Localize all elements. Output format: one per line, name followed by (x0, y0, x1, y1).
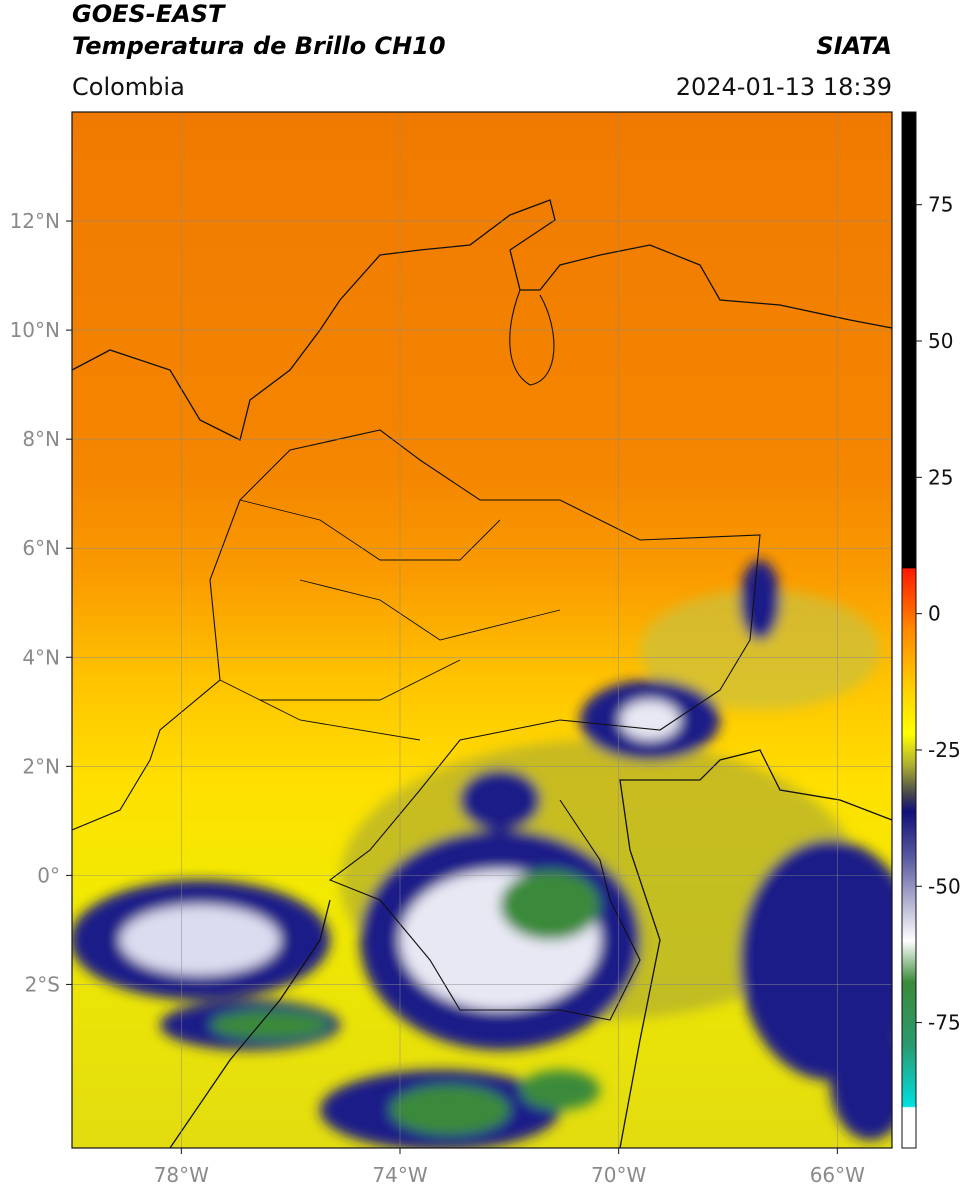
x-tick-label: 74°W (372, 1163, 427, 1187)
colorbar-label: -50 (928, 874, 961, 898)
satellite-image (72, 112, 892, 1148)
region: Colombia (72, 73, 185, 101)
y-tick-label: 2°N (22, 754, 60, 778)
y-tick-label: 2°S (25, 972, 60, 996)
datetime: 2024-01-13 18:39 (676, 73, 892, 101)
x-tick-label: 78°W (154, 1163, 209, 1187)
colorbar-label: 75 (928, 193, 953, 217)
title: GOES-EAST (72, 0, 226, 28)
y-tick-label: 4°N (22, 645, 60, 669)
y-tick-label: 12°N (10, 209, 60, 233)
map-frame (71, 111, 893, 1149)
colorbar-label: -25 (928, 738, 961, 762)
y-tick-label: 10°N (10, 318, 60, 342)
y-tick-label: 0° (37, 863, 60, 887)
colorbar-label: -75 (928, 1011, 961, 1035)
y-tick-label: 6°N (22, 536, 60, 560)
colorbar-label: 50 (928, 329, 953, 353)
x-tick-label: 66°W (810, 1163, 865, 1187)
x-tick-label: 70°W (591, 1163, 646, 1187)
colorbar-label: 25 (928, 465, 953, 489)
colorbar-label: 0 (928, 602, 941, 626)
y-tick-label: 8°N (22, 427, 60, 451)
source: SIATA (816, 32, 892, 60)
colorbar (901, 111, 917, 1149)
subtitle: Temperatura de Brillo CH10 (72, 32, 446, 60)
